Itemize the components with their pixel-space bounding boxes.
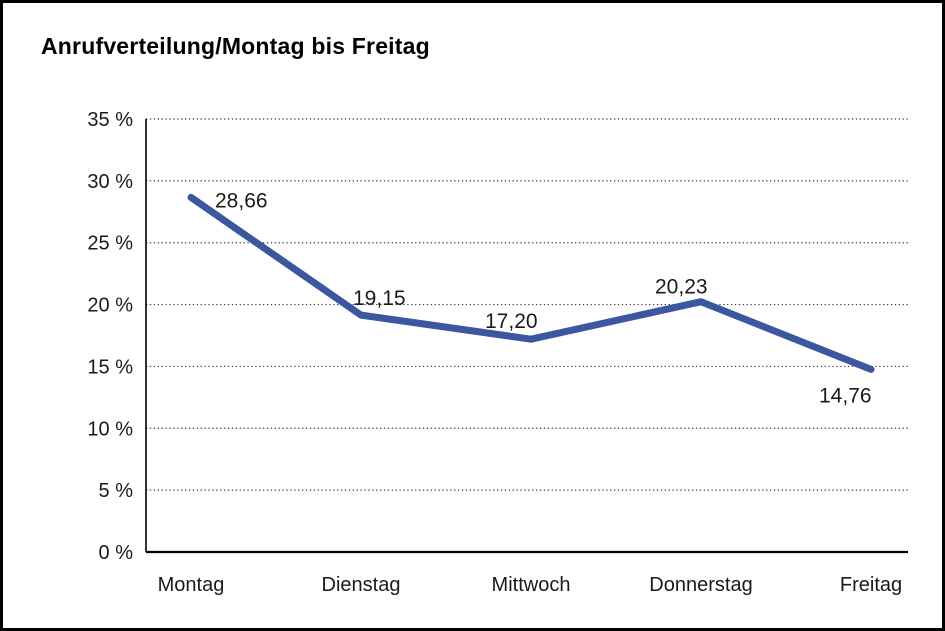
y-tick-label: 20 % xyxy=(87,295,133,317)
data-label: 28,66 xyxy=(215,189,268,212)
y-tick-label: 30 % xyxy=(87,171,133,193)
y-tick-label: 15 % xyxy=(87,356,133,378)
data-label: 19,15 xyxy=(353,287,406,310)
data-label: 14,76 xyxy=(819,384,872,407)
y-tick-label: 25 % xyxy=(87,233,133,255)
y-tick-label: 35 % xyxy=(87,109,133,131)
y-tick-label: 10 % xyxy=(87,418,133,440)
chart-title: Anrufverteilung/Montag bis Freitag xyxy=(41,33,430,59)
x-category-label: Donnerstag xyxy=(649,574,752,596)
y-tick-label: 0 % xyxy=(99,542,134,564)
data-label: 20,23 xyxy=(655,276,708,299)
line-chart: 0 % 5 % 10 % 15 % 20 % 25 % 30 % 35 % Montag Dien… xyxy=(87,109,908,596)
series-line xyxy=(187,193,875,373)
data-label: 17,20 xyxy=(485,310,538,333)
x-category-label: Mittwoch xyxy=(492,574,571,596)
y-tick-label: 5 % xyxy=(99,480,134,502)
x-category-label: Dienstag xyxy=(322,574,401,596)
x-category-label: Montag xyxy=(158,574,225,596)
x-category-label: Freitag xyxy=(840,574,902,596)
